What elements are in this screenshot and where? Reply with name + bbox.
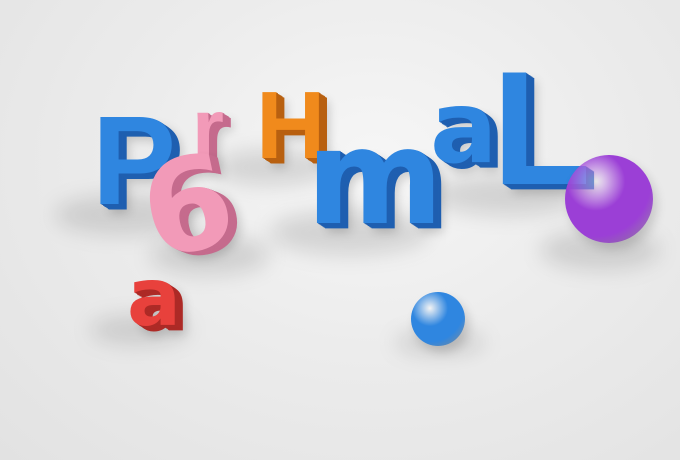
letter-r: r <box>192 83 224 174</box>
letter-a-red: a <box>127 251 181 344</box>
letter-H: H <box>256 72 326 179</box>
shadow-letter-H <box>215 150 335 185</box>
letter-a-blue: a <box>430 69 498 186</box>
shadow-letter-a-red <box>90 315 190 345</box>
sphere-purple <box>565 155 653 243</box>
shadow-digit-6 <box>150 235 270 275</box>
shadow-letter-m <box>270 210 430 255</box>
letter-P: P <box>92 90 177 231</box>
sphere-blue <box>411 292 465 346</box>
shadow-letter-P <box>55 195 195 235</box>
shadow-letter-L <box>430 175 580 215</box>
letter-m: m <box>306 101 444 255</box>
